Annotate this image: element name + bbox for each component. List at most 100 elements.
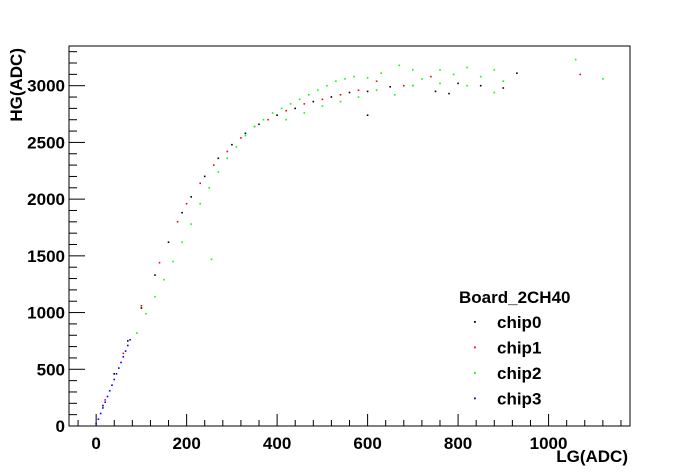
data-point-chip2 [574,58,577,61]
data-point-chip3 [97,418,100,420]
data-point-chip2 [466,66,468,69]
data-point-chip0 [516,72,518,74]
x-tick-label: 1000 [530,434,568,453]
data-point-chip2 [298,98,301,101]
data-point-chip1 [185,202,188,205]
legend: Board_2CH40 chip0 chip1 chip2 chip3 [459,288,571,409]
data-point-chip1 [375,80,378,82]
data-point-chip2 [353,75,355,78]
data-point-chip2 [190,223,192,225]
legend-marker-chip0 [474,321,476,323]
data-point-chip2 [339,100,342,103]
data-point-chip0 [330,96,333,98]
x-tick-label: 0 [91,434,100,453]
data-point-chip0 [348,91,351,94]
data-point-chip2 [502,80,505,82]
data-point-chip1 [140,305,143,307]
data-point-chip2 [439,82,441,85]
data-point-chip2 [154,295,156,298]
legend-marker-chip3 [474,397,476,400]
data-point-chip1 [267,118,269,121]
data-point-chip3 [118,367,120,369]
data-point-chip3 [106,395,109,398]
data-point-chip0 [113,373,115,375]
data-point-chip3 [129,339,131,341]
data-point-chip2 [136,332,138,334]
data-point-chip2 [289,103,292,105]
data-point-chip2 [317,89,319,91]
legend-label-chip3: chip3 [497,390,541,409]
data-point-chip0 [312,100,315,103]
data-point-chip3 [95,422,97,425]
data-point-chip3 [122,356,125,358]
data-point-chip2 [466,84,468,87]
data-point-chip0 [102,404,104,407]
data-point-chip2 [357,96,360,98]
data-point-chip1 [339,94,342,96]
legend-label-chip2: chip2 [497,364,541,383]
data-point-chip1 [158,261,161,264]
data-point-chip1 [199,182,201,185]
data-point-chip2 [303,112,306,114]
data-point-chip0 [366,90,369,93]
data-point-chip3 [102,407,104,409]
data-point-chip3 [108,390,111,392]
data-point-chip0 [479,84,482,87]
data-point-chip1 [321,98,324,101]
y-tick-label: 0 [56,417,65,436]
data-point-chip2 [181,241,183,243]
data-point-chip3 [127,344,129,347]
data-point-chip2 [217,171,220,173]
data-point-chip3 [111,384,113,386]
x-tick-label: 600 [353,434,381,453]
y-tick-label: 3000 [27,77,65,96]
x-axis-title: LG(ADC) [556,447,628,466]
data-point-chip2 [602,78,604,80]
data-point-chip2 [452,73,455,76]
data-point-chip0 [389,86,391,88]
data-point-chip0 [244,132,247,135]
data-point-chip3 [104,401,106,403]
data-point-chip2 [280,107,283,110]
y-axis-ticks: 0 500 1000 1500 2000 2500 3000 [27,51,85,436]
data-point-chip2 [493,69,496,71]
x-tick-label: 800 [444,434,472,453]
data-point-chip2 [479,75,482,78]
data-point-chip2 [235,146,238,148]
data-point-chip1 [122,352,125,355]
data-point-chip0 [258,123,260,126]
data-point-chip2 [335,80,337,82]
data-point-chip2 [262,118,265,121]
data-point-chip2 [375,89,378,91]
data-point-chip2 [226,157,229,160]
data-point-chip0 [502,87,505,89]
data-point-chip1 [285,109,287,112]
data-point-chip2 [366,77,369,79]
data-point-chip0 [448,92,450,95]
data-point-chip2 [253,125,256,128]
y-tick-label: 1500 [27,247,65,266]
data-point-chip2 [163,278,165,281]
data-point-chip2 [439,69,441,71]
data-point-chip2 [412,69,414,71]
data-point-chip0 [434,90,437,93]
data-point-chip2 [380,72,382,74]
x-axis-ticks: 0 200 400 600 800 1000 [77,414,622,453]
legend-title: Board_2CH40 [459,288,571,307]
data-point-chip0 [154,274,156,276]
data-point-chip1 [226,150,229,153]
data-point-chip0 [140,307,143,309]
data-point-chip0 [167,241,170,243]
data-point-chip3 [113,378,115,381]
legend-marker-chip1 [474,346,476,349]
data-point-chip1 [104,399,106,401]
data-point-chip2 [285,118,287,121]
data-point-chip0 [127,340,129,342]
data-point-chip2 [321,105,324,107]
data-point-chip2 [271,112,274,114]
data-point-chip0 [294,107,296,110]
data-point-chip0 [190,196,192,198]
data-point-chip3 [120,361,122,364]
legend-label-chip0: chip0 [497,313,541,332]
